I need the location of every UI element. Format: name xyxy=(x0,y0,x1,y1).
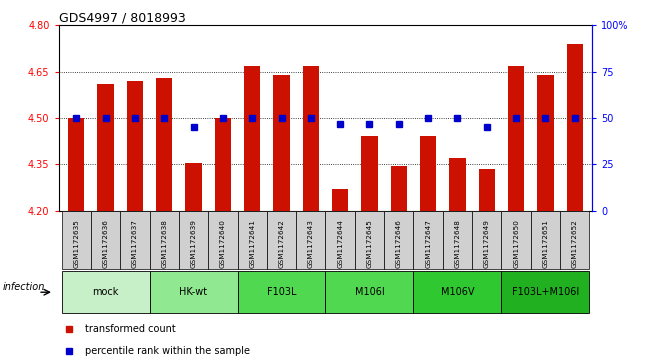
Bar xyxy=(361,136,378,211)
Bar xyxy=(326,211,355,269)
Bar xyxy=(238,211,267,269)
Bar xyxy=(384,211,413,269)
Bar xyxy=(567,44,583,211)
Bar xyxy=(413,211,443,269)
Text: GSM1172642: GSM1172642 xyxy=(279,219,284,268)
Text: M106I: M106I xyxy=(355,287,384,297)
Bar xyxy=(472,211,501,269)
Text: GSM1172650: GSM1172650 xyxy=(513,219,519,268)
Text: GSM1172639: GSM1172639 xyxy=(191,219,197,268)
Text: GSM1172643: GSM1172643 xyxy=(308,219,314,268)
Bar xyxy=(560,211,589,269)
Text: GSM1172640: GSM1172640 xyxy=(220,219,226,268)
Bar xyxy=(238,271,326,313)
Text: F103L+M106I: F103L+M106I xyxy=(512,287,579,297)
Text: GSM1172648: GSM1172648 xyxy=(454,219,460,268)
Bar xyxy=(91,211,120,269)
Text: HK-wt: HK-wt xyxy=(180,287,208,297)
Text: GSM1172636: GSM1172636 xyxy=(102,219,109,268)
Bar xyxy=(508,65,524,211)
Text: transformed count: transformed count xyxy=(85,324,176,334)
Bar xyxy=(215,118,231,211)
Bar xyxy=(355,211,384,269)
Bar xyxy=(326,271,413,313)
Bar xyxy=(449,158,465,211)
Text: GSM1172644: GSM1172644 xyxy=(337,219,343,268)
Bar xyxy=(501,271,589,313)
Text: GSM1172646: GSM1172646 xyxy=(396,219,402,268)
Bar xyxy=(62,271,150,313)
Bar xyxy=(68,118,84,211)
Bar xyxy=(391,166,407,211)
Bar xyxy=(413,271,501,313)
Text: GSM1172651: GSM1172651 xyxy=(542,219,549,268)
Bar xyxy=(179,211,208,269)
Text: GSM1172635: GSM1172635 xyxy=(73,219,79,268)
Bar xyxy=(156,78,173,211)
Bar xyxy=(62,211,91,269)
Bar xyxy=(538,75,553,211)
Text: percentile rank within the sample: percentile rank within the sample xyxy=(85,346,250,356)
Text: infection: infection xyxy=(3,282,46,293)
Bar xyxy=(244,65,260,211)
Text: GSM1172652: GSM1172652 xyxy=(572,219,578,268)
Bar xyxy=(208,211,238,269)
Bar xyxy=(120,211,150,269)
Text: GSM1172647: GSM1172647 xyxy=(425,219,431,268)
Text: GSM1172637: GSM1172637 xyxy=(132,219,138,268)
Bar xyxy=(150,211,179,269)
Text: GSM1172649: GSM1172649 xyxy=(484,219,490,268)
Text: GDS4997 / 8018993: GDS4997 / 8018993 xyxy=(59,11,186,24)
Bar xyxy=(420,136,436,211)
Bar xyxy=(267,211,296,269)
Text: GSM1172641: GSM1172641 xyxy=(249,219,255,268)
Bar xyxy=(186,163,202,211)
Bar xyxy=(98,84,113,211)
Text: mock: mock xyxy=(92,287,118,297)
Text: GSM1172638: GSM1172638 xyxy=(161,219,167,268)
Bar xyxy=(296,211,326,269)
Text: F103L: F103L xyxy=(267,287,296,297)
Bar xyxy=(332,189,348,211)
Bar xyxy=(273,75,290,211)
Bar xyxy=(478,169,495,211)
Bar xyxy=(303,65,319,211)
Bar xyxy=(150,271,238,313)
Text: GSM1172645: GSM1172645 xyxy=(367,219,372,268)
Bar xyxy=(531,211,560,269)
Bar xyxy=(127,81,143,211)
Bar xyxy=(443,211,472,269)
Bar xyxy=(501,211,531,269)
Text: M106V: M106V xyxy=(441,287,474,297)
